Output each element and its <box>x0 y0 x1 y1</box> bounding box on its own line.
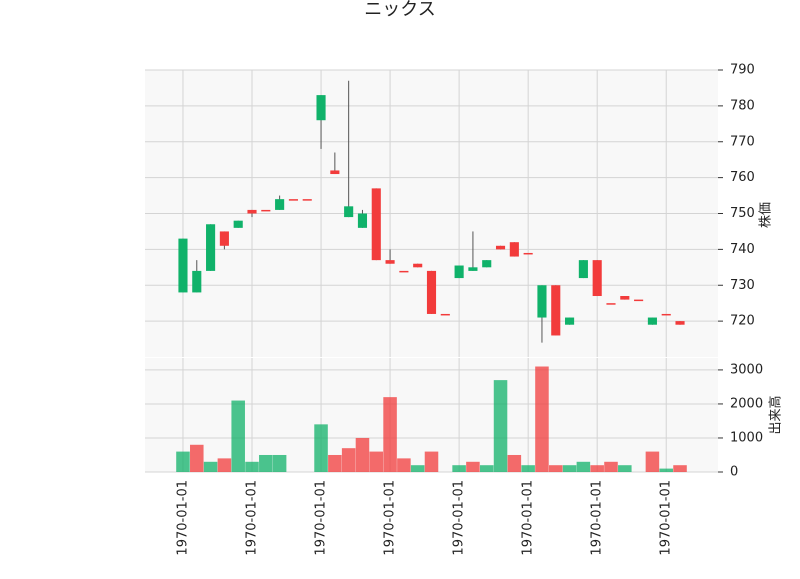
candle-body <box>606 303 616 305</box>
volume-bar <box>535 366 549 472</box>
y-tick-label: 740 <box>730 242 755 257</box>
volume-bar <box>231 400 245 472</box>
candle-body <box>634 299 644 302</box>
volume-bar <box>604 461 618 472</box>
volume-bar <box>466 461 480 472</box>
candle-body <box>537 285 547 318</box>
volume-bar <box>452 465 466 472</box>
candle-body <box>247 209 257 214</box>
candle-body <box>578 260 588 279</box>
x-tick-label: 1970-01-01 <box>590 480 605 556</box>
candle-body <box>647 317 657 325</box>
candle-body <box>344 206 354 218</box>
y-tick-label: 730 <box>730 278 755 293</box>
volume-bar <box>217 458 232 472</box>
volume-bar <box>410 465 425 472</box>
candle-body <box>316 95 326 121</box>
candle-body <box>233 220 243 228</box>
y-tick-label: 790 <box>730 63 755 78</box>
volume-bar <box>659 468 673 472</box>
volume-bar <box>507 454 522 472</box>
candle-body <box>371 188 381 261</box>
x-tick-label: 1970-01-01 <box>659 480 674 556</box>
y-tick-label: 3000 <box>730 362 763 377</box>
volume-bar <box>397 458 411 472</box>
volume-bar <box>673 465 687 472</box>
y-tick-label: 780 <box>730 98 755 113</box>
candle-body <box>399 270 409 273</box>
volume-bar <box>272 454 287 472</box>
volume-bar <box>328 454 342 472</box>
volume-bar <box>259 454 273 472</box>
volume-bar <box>645 451 660 472</box>
candle-body <box>178 238 188 293</box>
y-tick-label: 750 <box>730 206 755 221</box>
volume-bar <box>424 451 439 472</box>
candle-body <box>206 224 216 271</box>
volume-bar <box>190 444 204 472</box>
candle-body <box>385 260 395 264</box>
volume-bar <box>479 465 494 472</box>
candle-body <box>330 170 340 175</box>
candle-body <box>440 313 450 316</box>
candle-body <box>620 296 630 300</box>
volume-bar <box>590 465 604 472</box>
volume-bar <box>314 424 328 472</box>
volume-bar <box>341 448 356 472</box>
y-tick-label: 1000 <box>730 430 763 445</box>
x-tick-label: 1970-01-01 <box>245 480 260 556</box>
y-tick-label: 0 <box>730 465 738 480</box>
candle-body <box>192 270 202 293</box>
volume-bar <box>548 465 563 472</box>
y-tick-label: 770 <box>730 134 755 149</box>
candle-body <box>426 270 437 314</box>
candle-body <box>302 199 312 201</box>
candle-body <box>219 231 229 246</box>
candle-body <box>592 260 602 297</box>
candle-body <box>565 317 575 325</box>
candle-body <box>661 313 671 316</box>
candle-body <box>495 245 506 250</box>
x-tick-label: 1970-01-01 <box>383 480 398 556</box>
volume-bar <box>562 465 577 472</box>
candle-body <box>551 285 561 336</box>
volume-bar <box>176 451 190 472</box>
volume-bar <box>618 465 632 472</box>
candle-body <box>454 265 464 279</box>
volume-bar <box>383 397 397 472</box>
candle-body <box>357 213 368 228</box>
x-tick-label: 1970-01-01 <box>452 480 467 556</box>
candle-body <box>523 252 533 255</box>
chart-title: ニックス <box>364 0 435 20</box>
candle-body <box>288 199 298 201</box>
volume-bar <box>369 451 384 472</box>
y-tick-label: 720 <box>730 314 755 329</box>
y-tick-label: 2000 <box>730 396 763 411</box>
candle-body <box>468 267 478 271</box>
candle-body <box>275 199 285 210</box>
y-tick-label: 760 <box>730 170 755 185</box>
volume-bar <box>245 461 259 472</box>
candle-body <box>261 209 271 212</box>
x-tick-label: 1970-01-01 <box>175 480 190 556</box>
candle-body <box>675 321 685 325</box>
volume-bar <box>203 461 218 472</box>
volume-bar <box>521 465 535 472</box>
price-axis-label: 株価 <box>759 202 774 228</box>
candle-body <box>413 263 423 268</box>
volume-bar <box>493 380 508 472</box>
candle-body <box>482 260 492 268</box>
volume-bar <box>355 437 370 472</box>
volume-bar <box>576 461 591 472</box>
x-tick-label: 1970-01-01 <box>521 480 536 556</box>
x-tick-label: 1970-01-01 <box>314 480 329 556</box>
volume-axis-label: 出来高 <box>768 395 784 434</box>
candle-body <box>509 242 519 257</box>
